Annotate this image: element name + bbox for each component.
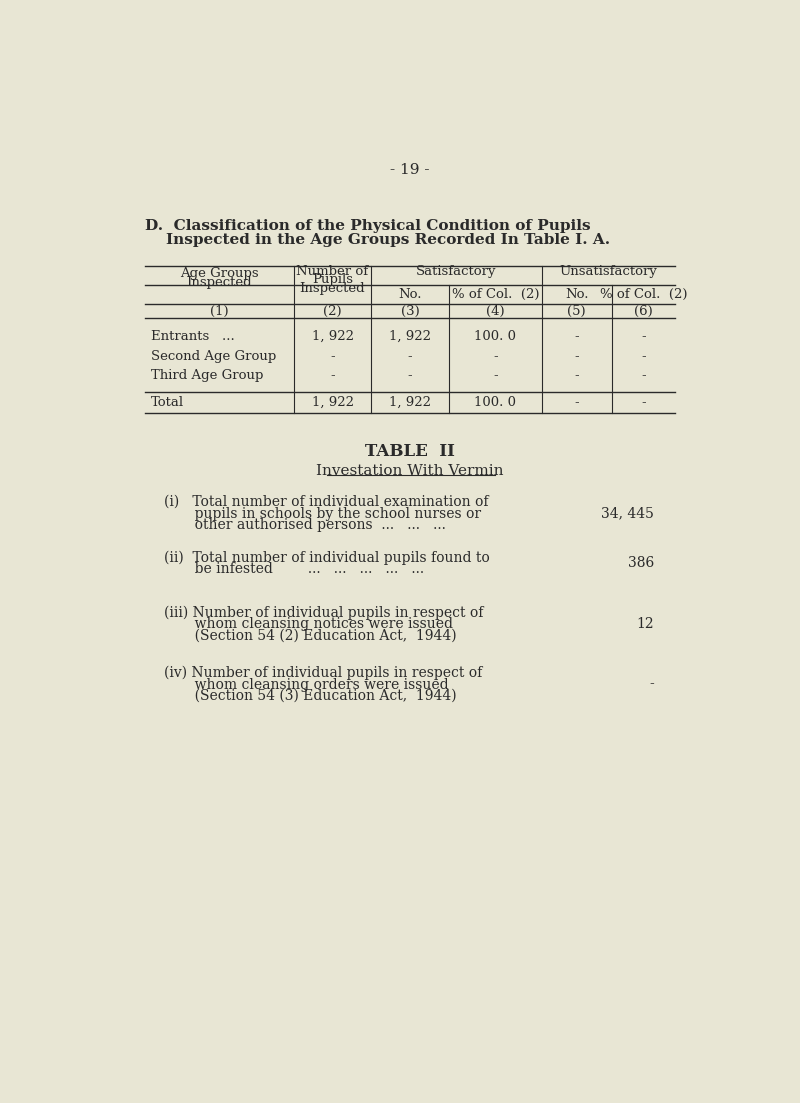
Text: (5): (5) <box>567 304 586 318</box>
Text: Satisfactory: Satisfactory <box>416 265 497 278</box>
Text: -: - <box>330 370 335 382</box>
Text: -: - <box>641 370 646 382</box>
Text: other authorised persons  ...   ...   ...: other authorised persons ... ... ... <box>163 518 446 532</box>
Text: Inspected in the Age Groups Recorded In Table I. A.: Inspected in the Age Groups Recorded In … <box>145 233 610 247</box>
Text: 100. 0: 100. 0 <box>474 330 516 343</box>
Text: D.  Classification of the Physical Condition of Pupils: D. Classification of the Physical Condit… <box>145 219 590 234</box>
Text: -: - <box>574 370 579 382</box>
Text: (i)   Total number of individual examination of: (i) Total number of individual examinati… <box>163 495 488 508</box>
Text: whom cleansing orders were issued: whom cleansing orders were issued <box>163 677 448 692</box>
Text: Second Age Group: Second Age Group <box>151 350 277 363</box>
Text: (Section 54 (2) Education Act,  1944): (Section 54 (2) Education Act, 1944) <box>163 629 456 643</box>
Text: (iii) Number of individual pupils in respect of: (iii) Number of individual pupils in res… <box>163 606 483 620</box>
Text: -: - <box>574 330 579 343</box>
Text: 386: 386 <box>628 556 654 570</box>
Text: - 19 -: - 19 - <box>390 163 430 178</box>
Text: -: - <box>408 370 412 382</box>
Text: whom cleansing notices were issued: whom cleansing notices were issued <box>163 618 453 631</box>
Text: -: - <box>641 396 646 409</box>
Text: Pupils: Pupils <box>312 272 353 286</box>
Text: 34, 445: 34, 445 <box>602 506 654 521</box>
Text: -: - <box>641 330 646 343</box>
Text: pupils in schools by the school nurses or: pupils in schools by the school nurses o… <box>163 506 481 521</box>
Text: Third Age Group: Third Age Group <box>151 370 263 382</box>
Text: Inspected: Inspected <box>186 276 252 289</box>
Text: Inspected: Inspected <box>300 282 366 296</box>
Text: (1): (1) <box>210 304 229 318</box>
Text: Number of: Number of <box>297 265 369 278</box>
Text: TABLE  II: TABLE II <box>365 442 455 460</box>
Text: Unsatisfactory: Unsatisfactory <box>559 265 658 278</box>
Text: 1, 922: 1, 922 <box>389 396 431 409</box>
Text: 1, 922: 1, 922 <box>389 330 431 343</box>
Text: (3): (3) <box>401 304 419 318</box>
Text: -: - <box>641 350 646 363</box>
Text: Investation With Vermin: Investation With Vermin <box>316 464 504 479</box>
Text: % of Col.  (2): % of Col. (2) <box>451 288 539 300</box>
Text: (Section 54 (3) Education Act,  1944): (Section 54 (3) Education Act, 1944) <box>163 689 456 703</box>
Text: (ii)  Total number of individual pupils found to: (ii) Total number of individual pupils f… <box>163 550 490 565</box>
Text: -: - <box>650 677 654 692</box>
Text: 1, 922: 1, 922 <box>311 396 354 409</box>
Text: (6): (6) <box>634 304 653 318</box>
Text: No.: No. <box>398 288 422 300</box>
Text: 1, 922: 1, 922 <box>311 330 354 343</box>
Text: -: - <box>574 350 579 363</box>
Text: (iv) Number of individual pupils in respect of: (iv) Number of individual pupils in resp… <box>163 666 482 681</box>
Text: 12: 12 <box>637 618 654 631</box>
Text: 100. 0: 100. 0 <box>474 396 516 409</box>
Text: -: - <box>408 350 412 363</box>
Text: be infested        ...   ...   ...   ...   ...: be infested ... ... ... ... ... <box>163 563 424 576</box>
Text: (2): (2) <box>323 304 342 318</box>
Text: % of Col.  (2): % of Col. (2) <box>599 288 687 300</box>
Text: (4): (4) <box>486 304 505 318</box>
Text: No.: No. <box>565 288 588 300</box>
Text: -: - <box>493 370 498 382</box>
Text: -: - <box>493 350 498 363</box>
Text: -: - <box>330 350 335 363</box>
Text: Total: Total <box>151 396 184 409</box>
Text: Age Groups: Age Groups <box>180 267 258 280</box>
Text: -: - <box>574 396 579 409</box>
Text: Entrants   ...: Entrants ... <box>151 330 235 343</box>
